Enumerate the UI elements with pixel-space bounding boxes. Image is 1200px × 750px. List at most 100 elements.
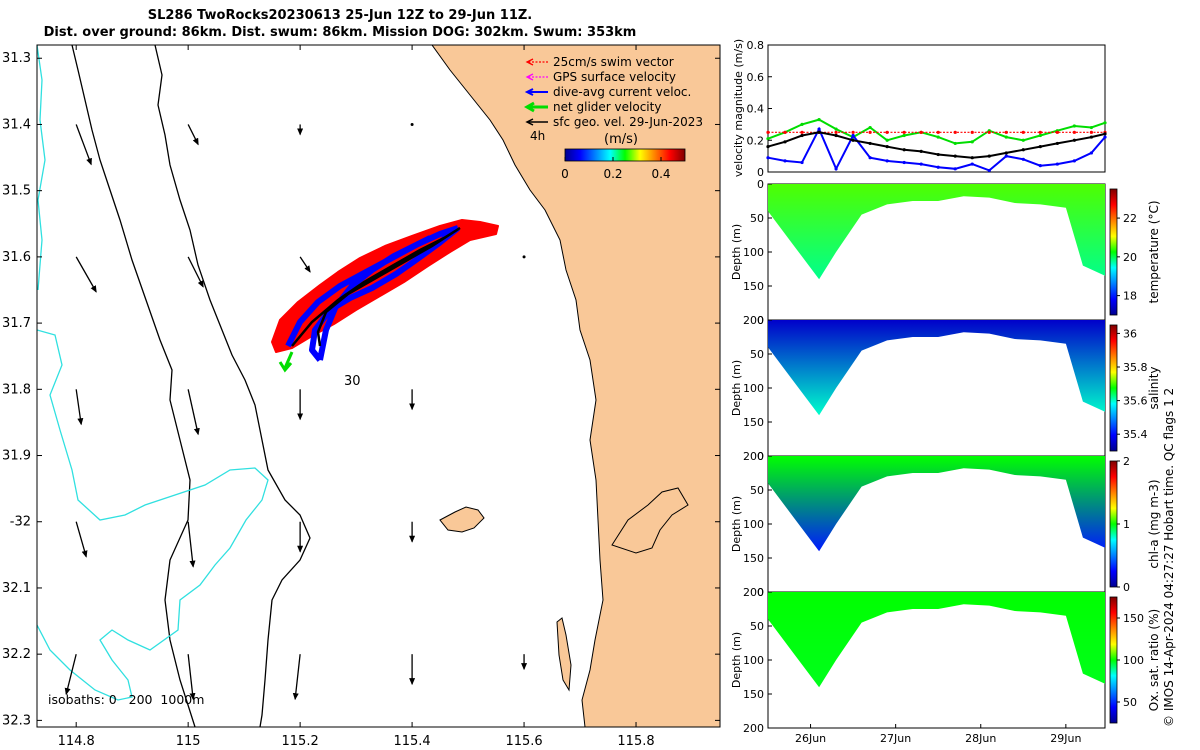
isobath-shallow <box>37 45 269 701</box>
velocity-data-point <box>1089 135 1093 139</box>
depth-axis-label: Depth (m) <box>730 496 743 552</box>
velocity-axis: 0 0.2 0.4 0.6 0.8 <box>747 39 772 179</box>
map-frame <box>36 44 721 728</box>
velocity-data-point <box>1021 157 1025 161</box>
velocity-data-point <box>1072 159 1076 163</box>
depth-tick-label: 50 <box>750 484 764 497</box>
depth-tick-label: 50 <box>750 348 764 361</box>
legend-item-swim-vector: 25cm/s swim vector <box>525 55 674 69</box>
velocity-data-point <box>936 165 940 169</box>
map-y-tick-label: 31.7 <box>2 316 31 331</box>
depth-tick-label: 200 <box>743 450 764 463</box>
depth-tick-label: 50 <box>750 620 764 633</box>
velocity-panel: 0 0.2 0.4 0.6 0.8 velocity magnitude (m/s) <box>732 39 1107 179</box>
map-x-tick-label: 115.6 <box>505 734 542 749</box>
depth-tick-label: 0 <box>757 450 764 463</box>
velocity-data-point <box>970 130 974 134</box>
depth-axis-label: Depth (m) <box>730 360 743 416</box>
section-colorbar-tick-label: 50 <box>1123 696 1137 709</box>
time-tick-label: 28Jun <box>965 732 996 745</box>
section-colorbar-tick-label: 36 <box>1123 327 1137 340</box>
velocity-ylabel: velocity magnitude (m/s) <box>732 39 745 177</box>
velocity-data-point <box>919 149 923 153</box>
section-colorbar-tick-label: 100 <box>1123 654 1144 667</box>
map-x-tick-label: 115.8 <box>617 734 654 749</box>
velocity-data-point <box>953 167 957 171</box>
velocity-data-point <box>1089 125 1093 130</box>
section-colorbar-label: chl-a (mg m-3) <box>1147 479 1161 568</box>
colorbar-tick-label: 0.4 <box>651 167 670 181</box>
time-scale-label: 4h <box>530 129 545 143</box>
depth-tick-label: 100 <box>743 654 764 667</box>
dive-avg-current-track <box>285 225 460 362</box>
section-colorbar-tick-label: 35.8 <box>1123 361 1148 374</box>
map-y-tick-label: 31.5 <box>2 184 31 199</box>
velocity-data-point <box>766 145 770 149</box>
velocity-data-point <box>1103 135 1107 139</box>
time-tick-label: 26Jun <box>795 732 826 745</box>
velocity-data-point <box>817 118 821 122</box>
map-y-tick-label: 32.2 <box>2 647 31 662</box>
legend-item-gps-velocity: GPS surface velocity <box>525 70 676 84</box>
section-colorbar-tick-label: 20 <box>1123 251 1137 264</box>
velocity-data-point <box>817 127 821 131</box>
map-x-tick-label: 114.8 <box>58 734 95 749</box>
velocity-data-point <box>987 130 991 134</box>
velocity-data-point <box>766 156 770 160</box>
velocity-data-point <box>987 168 991 173</box>
velocity-data-point <box>987 154 991 158</box>
surface-current-arrows <box>64 122 528 701</box>
velocity-data-point <box>1072 138 1076 142</box>
velocity-data-point <box>1004 151 1008 155</box>
surface-current-arrow <box>187 256 204 288</box>
depth-tick-label: 200 <box>743 314 764 327</box>
velocity-data-point <box>766 137 770 141</box>
svg-text:sfc geo. vel. 29-Jun-2023: sfc geo. vel. 29-Jun-2023 <box>553 115 703 129</box>
section-colorbar-tick-label: 2 <box>1123 455 1130 468</box>
section-profile-area <box>768 320 1105 416</box>
rottnest-island <box>439 506 485 533</box>
velocity-data-point <box>868 130 872 134</box>
chart-title-line-1: SL286 TwoRocks20230613 25-Jun 12Z to 29-… <box>147 8 533 23</box>
velocity-data-point <box>970 162 974 166</box>
map-y-tick-label: 32.3 <box>2 713 31 728</box>
section-panel-salinity: 0 50 100 150 200 Depth (m) 35.4 35.6 35.8 36 salin… <box>730 314 1161 463</box>
velocity-data-point <box>783 140 787 144</box>
velocity-data-point <box>953 154 957 158</box>
velocity-data-point <box>868 156 872 160</box>
velocity-series <box>766 118 1107 173</box>
surface-current-arrow <box>410 122 414 126</box>
velocity-data-point <box>902 148 906 152</box>
depth-tick-label: 200 <box>743 722 764 735</box>
time-axis: 26Jun 27Jun 28Jun 29Jun <box>795 724 1081 745</box>
section-colorbar-tick-label: 18 <box>1123 290 1137 303</box>
depth-tick-label: 0 <box>757 178 764 191</box>
isobath-1000m <box>71 45 196 727</box>
velocity-data-point <box>885 130 889 134</box>
velocity-data-point <box>851 138 855 142</box>
svg-text:GPS surface velocity: GPS surface velocity <box>553 70 676 84</box>
velocity-data-point <box>1021 130 1025 134</box>
velocity-data-point <box>834 133 838 138</box>
section-profile-area <box>768 592 1105 688</box>
depth-tick-label: 0 <box>757 314 764 327</box>
velocity-data-point <box>902 160 906 165</box>
legend-item-net-velocity: net glider velocity <box>523 100 661 114</box>
surface-current-arrow <box>292 654 301 701</box>
velocity-data-point <box>885 145 889 149</box>
map-y-tick-label: 31.6 <box>2 250 31 265</box>
velocity-data-point <box>783 130 787 134</box>
depth-tick-label: 100 <box>743 382 764 395</box>
velocity-data-point <box>834 167 838 171</box>
surface-current-arrow <box>187 654 196 701</box>
section-colorbar <box>1109 460 1118 588</box>
velocity-data-point <box>936 135 940 139</box>
section-colorbar-label: Ox. sat. ratio (%) <box>1147 609 1161 711</box>
depth-axis-label: Depth (m) <box>730 632 743 688</box>
speed-colorbar <box>564 148 686 162</box>
surface-current-arrow <box>64 654 77 696</box>
surface-current-arrow <box>522 255 526 259</box>
depth-tick-label: 0 <box>757 586 764 599</box>
velocity-data-point <box>936 152 940 157</box>
